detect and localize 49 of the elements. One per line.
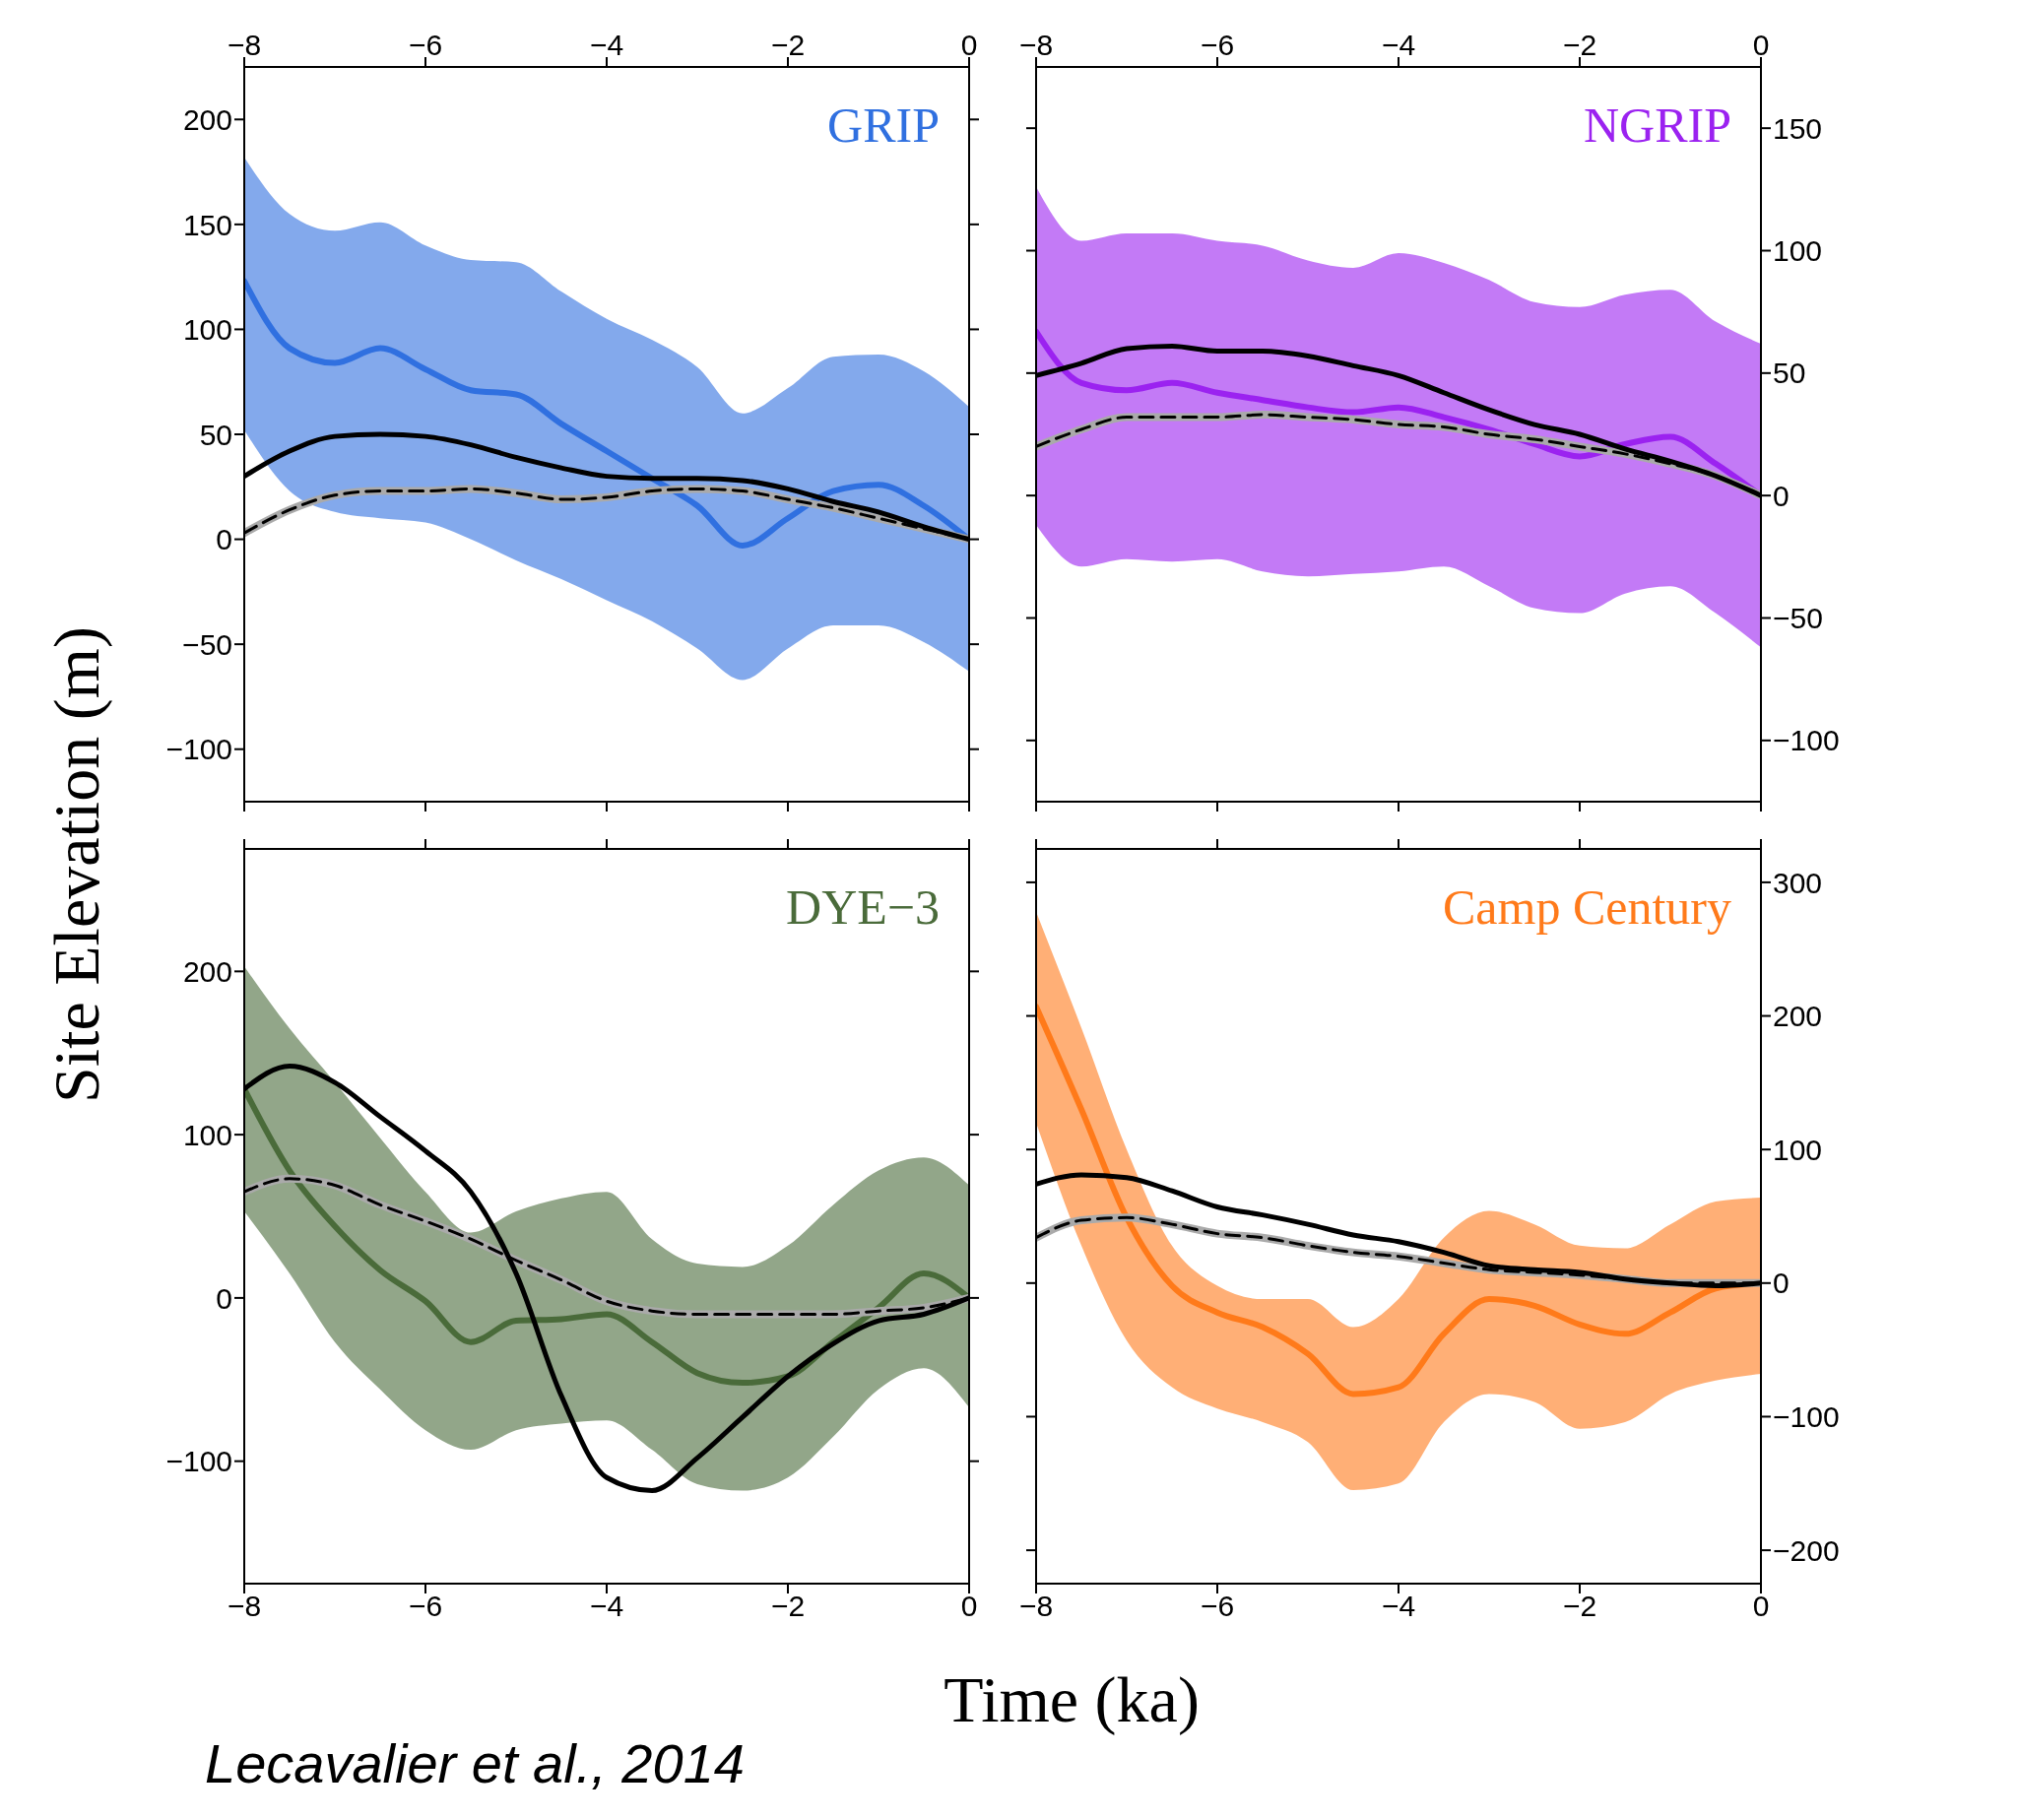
y-tick-label: −50	[1773, 602, 1823, 635]
y-tick-label: 100	[1773, 1133, 1823, 1166]
y-tick-label: 100	[182, 313, 232, 347]
x-axis-title: Time (ka)	[944, 1662, 1200, 1737]
x-tick-label: 0	[960, 1590, 978, 1623]
x2-tick-label: −8	[1018, 29, 1054, 61]
x-tick-label: −6	[408, 1590, 443, 1623]
x2-tick-label: −4	[1381, 29, 1416, 61]
y-tick-label: 50	[1773, 357, 1806, 390]
y-tick-label: 50	[199, 418, 232, 451]
y-tick-label: 200	[182, 954, 232, 988]
y-tick-label: −200	[1773, 1533, 1840, 1567]
x2-tick-label: −6	[408, 29, 443, 61]
x-tick-label: −6	[1200, 1590, 1235, 1623]
x-tick-label: −2	[1562, 1590, 1597, 1623]
y-tick-label: −50	[182, 627, 232, 661]
x-tick-label: −8	[1018, 1590, 1054, 1623]
x2-tick-label: 0	[1752, 29, 1770, 61]
y-tick-label: 300	[1773, 866, 1823, 899]
x2-tick-label: 0	[960, 29, 978, 61]
x-tick-label: −2	[770, 1590, 806, 1623]
y-tick-label: 0	[216, 1281, 232, 1315]
text: Camp Century	[1442, 878, 1731, 936]
y-tick-label: 150	[182, 208, 232, 241]
y-tick-label: −100	[165, 1445, 232, 1478]
text: NGRIP	[1583, 97, 1731, 154]
x2-tick-label: −8	[227, 29, 262, 61]
y-axis-title: Site Elevation (m)	[39, 626, 113, 1103]
y-tick-label: 100	[1773, 234, 1823, 268]
text: DYE−3	[786, 878, 940, 936]
x2-tick-label: −4	[589, 29, 624, 61]
x-tick-label: −4	[1381, 1590, 1416, 1623]
x-tick-label: −8	[227, 1590, 262, 1623]
y-tick-label: 100	[182, 1118, 232, 1151]
x2-tick-label: −2	[770, 29, 806, 61]
y-tick-label: 150	[1773, 111, 1823, 145]
y-tick-label: 0	[216, 523, 232, 556]
text: Lecavalier et al., 2014	[205, 1731, 745, 1795]
y-tick-label: −100	[1773, 724, 1840, 757]
y-tick-label: −100	[1773, 1400, 1840, 1434]
x2-tick-label: −6	[1200, 29, 1235, 61]
y-tick-label: 200	[1773, 1000, 1823, 1033]
text: GRIP	[827, 97, 940, 154]
y-tick-label: −100	[165, 733, 232, 766]
x2-tick-label: −2	[1562, 29, 1597, 61]
x-tick-label: −4	[589, 1590, 624, 1623]
y-tick-label: 200	[182, 102, 232, 136]
y-tick-label: 0	[1773, 1267, 1790, 1300]
y-tick-label: 0	[1773, 479, 1790, 512]
